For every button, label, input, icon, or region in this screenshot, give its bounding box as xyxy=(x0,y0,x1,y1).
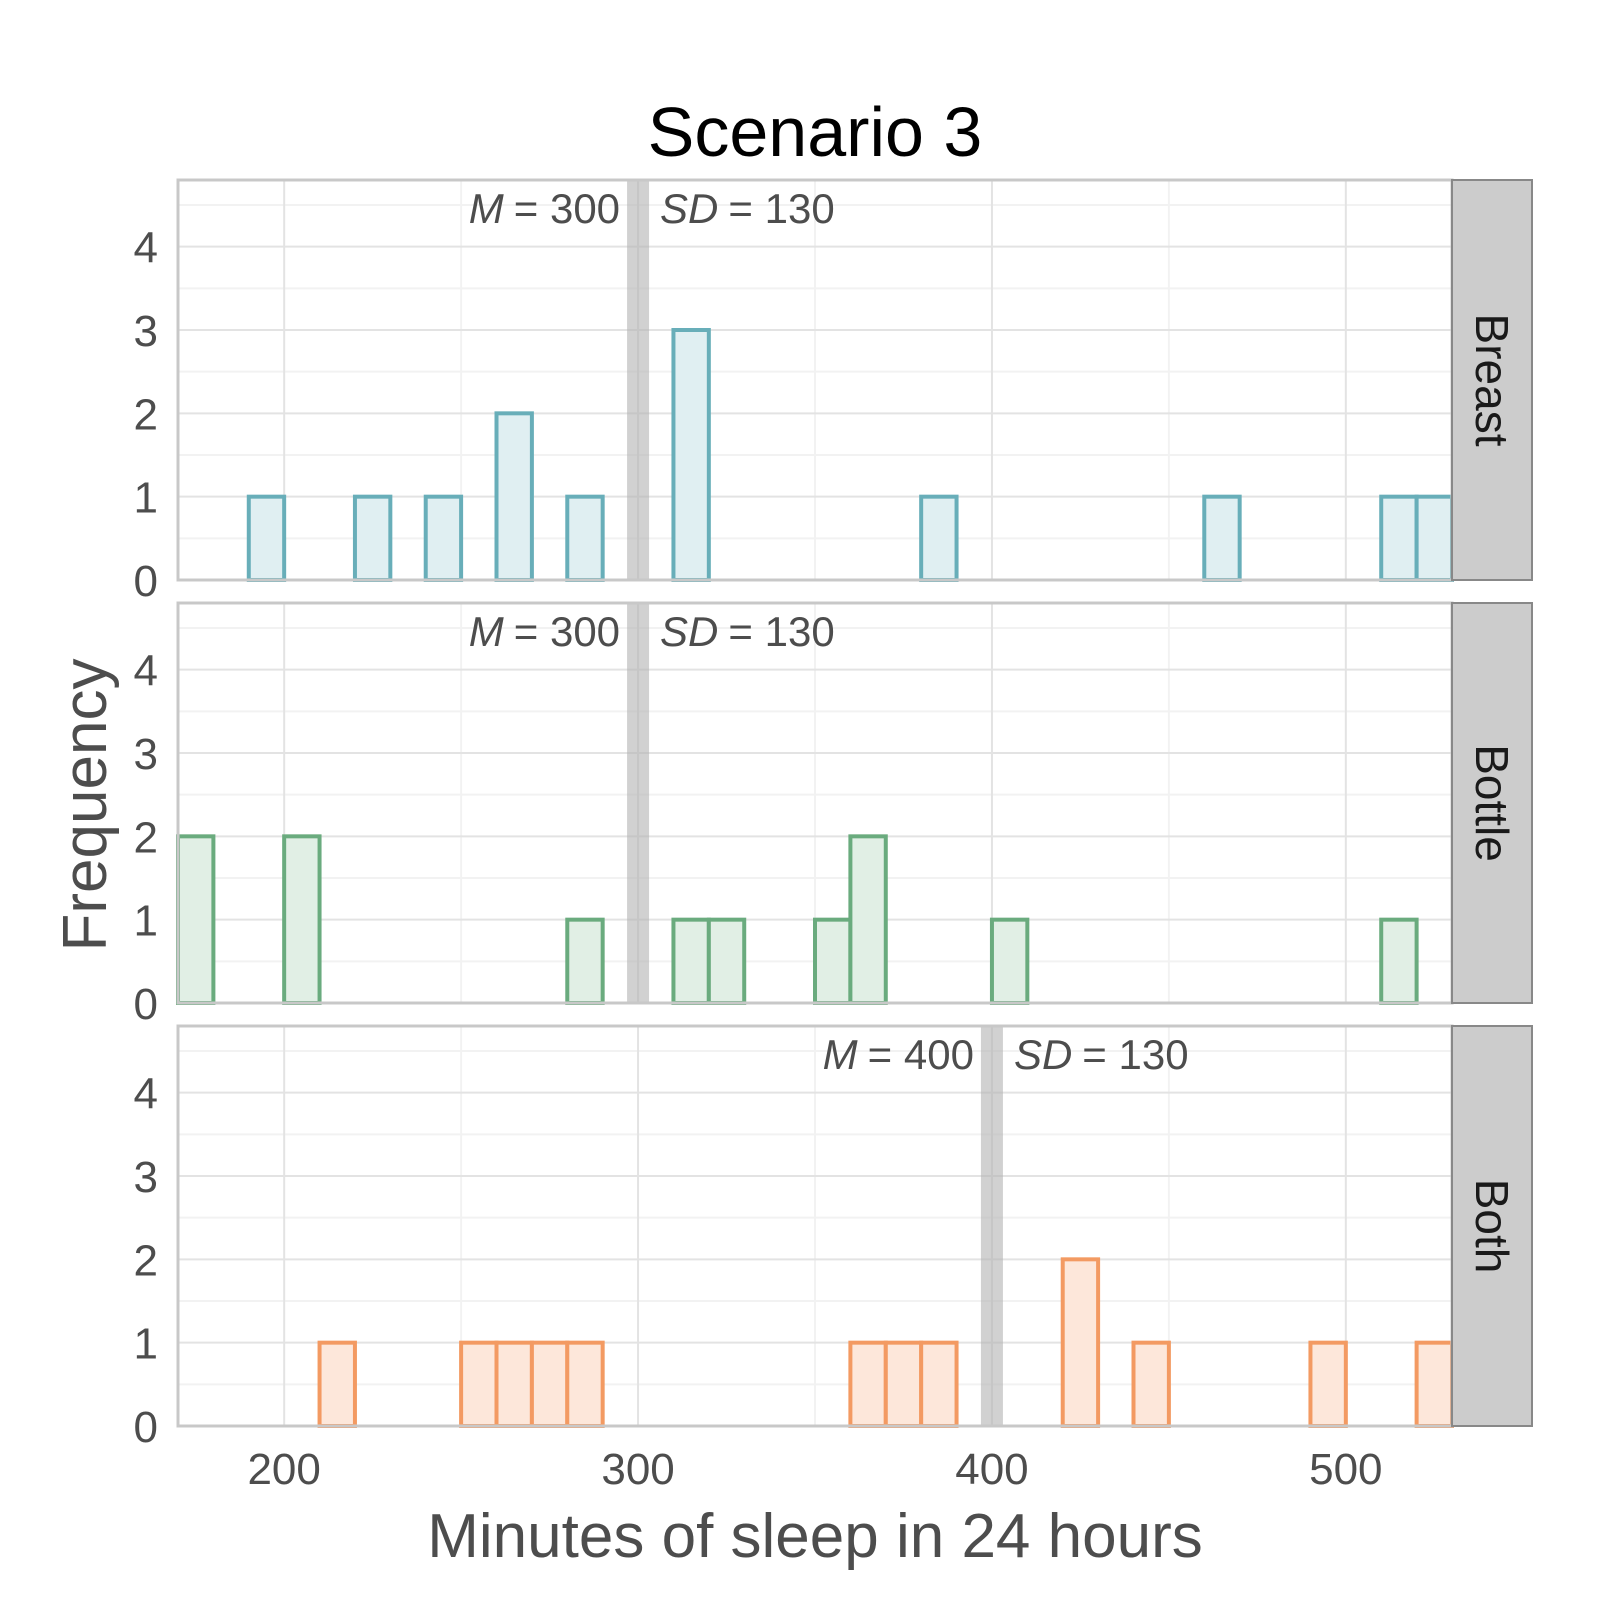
y-tick-label: 1 xyxy=(134,897,158,946)
sd-value: = 130 xyxy=(728,608,834,655)
mean-value: = 300 xyxy=(514,608,620,655)
histogram-bar xyxy=(1379,917,1419,1006)
histogram-bar xyxy=(423,494,464,582)
y-tick-label: 1 xyxy=(134,474,158,523)
histogram-bar xyxy=(1379,494,1419,582)
histogram-bars xyxy=(246,328,1454,583)
mean-annotation: M = 300 xyxy=(469,608,620,655)
histogram-bar xyxy=(883,1340,924,1428)
facet-panel-breast: M = 300 SD = 130 0 1 2 3 4 Breast xyxy=(134,178,1533,606)
y-tick-label: 2 xyxy=(134,813,158,862)
histogram-bar xyxy=(565,1340,605,1428)
mean-value: = 300 xyxy=(514,185,620,232)
histogram-bar xyxy=(671,328,711,582)
histogram-bar xyxy=(706,917,747,1006)
histogram-bar xyxy=(246,494,287,582)
sd-symbol: SD xyxy=(1014,1031,1072,1078)
mean-symbol: M xyxy=(469,185,504,232)
mean-symbol: M xyxy=(823,1031,858,1078)
histogram-bars xyxy=(317,1257,1454,1429)
facet-strip-label: Both xyxy=(1466,1179,1518,1274)
histogram-bar xyxy=(1308,1340,1348,1428)
histogram-bar xyxy=(352,494,393,582)
histogram-bar xyxy=(1060,1257,1101,1429)
y-tick-label: 2 xyxy=(134,1236,158,1285)
mean-annotation: M = 300 xyxy=(469,185,620,232)
mean-symbol: M xyxy=(469,608,504,655)
y-tick-label: 3 xyxy=(134,307,158,356)
facet-panel-both: M = 400 SD = 130 0 1 2 3 4 Both xyxy=(134,1024,1533,1452)
facet-strip-label: Breast xyxy=(1466,314,1518,447)
sd-annotation: SD = 130 xyxy=(660,608,835,655)
sd-symbol: SD xyxy=(660,608,718,655)
y-tick-label: 4 xyxy=(134,224,158,273)
mean-value: = 400 xyxy=(868,1031,974,1078)
histogram-bar xyxy=(494,1340,534,1428)
histogram-bar xyxy=(317,1340,357,1428)
sd-symbol: SD xyxy=(660,185,718,232)
sd-value: = 130 xyxy=(728,185,834,232)
facet-strip-label: Bottle xyxy=(1466,744,1518,862)
facet-panel-bottle: M = 300 SD = 130 0 1 2 3 4 Bottle xyxy=(134,601,1533,1029)
histogram-bar xyxy=(919,494,959,582)
histogram-bar xyxy=(565,917,605,1006)
y-tick-label: 2 xyxy=(134,390,158,439)
y-tick-label: 0 xyxy=(134,1403,158,1452)
facet-strip xyxy=(1451,1025,1533,1427)
x-axis: 200 300 400 500 xyxy=(247,1445,1382,1494)
y-tick-label: 0 xyxy=(134,980,158,1029)
y-tick-label: 3 xyxy=(134,1153,158,1202)
y-tick-label: 0 xyxy=(134,557,158,606)
histogram-bar xyxy=(671,917,711,1006)
y-axis-title: Frequency xyxy=(51,659,120,952)
histogram-bar xyxy=(282,834,322,1005)
histogram-bar xyxy=(1414,1340,1454,1428)
y-tick-label: 1 xyxy=(134,1320,158,1369)
histogram-bar xyxy=(813,917,853,1006)
y-tick-label: 4 xyxy=(134,647,158,696)
histogram-bar xyxy=(459,1340,499,1428)
sd-value: = 130 xyxy=(1082,1031,1188,1078)
sd-annotation: SD = 130 xyxy=(1014,1031,1189,1078)
chart-title: Scenario 3 xyxy=(648,93,983,171)
histogram-bar xyxy=(848,1340,888,1428)
mean-line xyxy=(627,180,650,580)
x-tick-label: 200 xyxy=(247,1445,320,1494)
y-tick-label: 4 xyxy=(134,1070,158,1119)
mean-line xyxy=(627,603,650,1003)
x-axis-title: Minutes of sleep in 24 hours xyxy=(427,1502,1202,1571)
sd-annotation: SD = 130 xyxy=(660,185,835,232)
facet-strip xyxy=(1451,179,1533,581)
histogram-bar xyxy=(176,834,216,1005)
y-tick-label: 3 xyxy=(134,730,158,779)
x-tick-label: 300 xyxy=(601,1445,674,1494)
x-tick-label: 400 xyxy=(955,1445,1028,1494)
histogram-bar xyxy=(989,917,1030,1006)
x-tick-label: 500 xyxy=(1309,1445,1382,1494)
histogram-bar xyxy=(529,1340,570,1428)
histogram-bar xyxy=(1131,1340,1171,1428)
mean-annotation: M = 400 xyxy=(823,1031,974,1078)
histogram-bar xyxy=(494,411,534,583)
histogram-bar xyxy=(1414,494,1454,582)
histogram-bar xyxy=(565,494,605,582)
gridlines xyxy=(178,1026,1452,1427)
facet-strip xyxy=(1451,602,1533,1004)
histogram-bar xyxy=(919,1340,959,1428)
histogram-bar xyxy=(848,834,888,1005)
mean-line xyxy=(980,1026,1003,1426)
histogram-bar xyxy=(1202,494,1242,582)
